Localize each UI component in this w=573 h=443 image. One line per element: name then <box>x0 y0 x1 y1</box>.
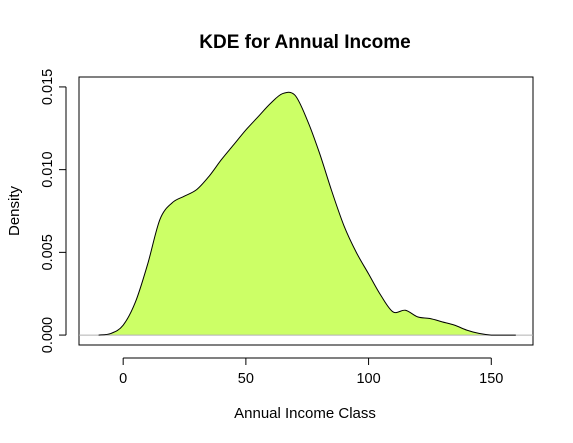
x-tick-label: 100 <box>356 371 380 387</box>
x-axis-label: Annual Income Class <box>234 405 376 422</box>
x-tick-label: 0 <box>119 371 127 387</box>
y-tick-label: 0.000 <box>40 317 56 353</box>
density-curve <box>98 91 516 336</box>
x-tick-label: 150 <box>479 371 503 387</box>
y-tick-label: 0.015 <box>40 69 56 105</box>
plot-area <box>79 91 533 336</box>
y-axis: 0.000 0.005 0.010 0.015 <box>40 69 67 353</box>
chart-title: KDE for Annual Income <box>199 32 410 53</box>
x-axis: 0 50 100 150 <box>119 357 503 387</box>
y-tick-label: 0.005 <box>40 234 56 270</box>
x-tick-label: 50 <box>238 371 254 387</box>
y-axis-label: Density <box>6 185 23 236</box>
y-tick-label: 0.010 <box>40 151 56 187</box>
density-area <box>98 92 516 336</box>
plot-frame <box>78 76 534 346</box>
